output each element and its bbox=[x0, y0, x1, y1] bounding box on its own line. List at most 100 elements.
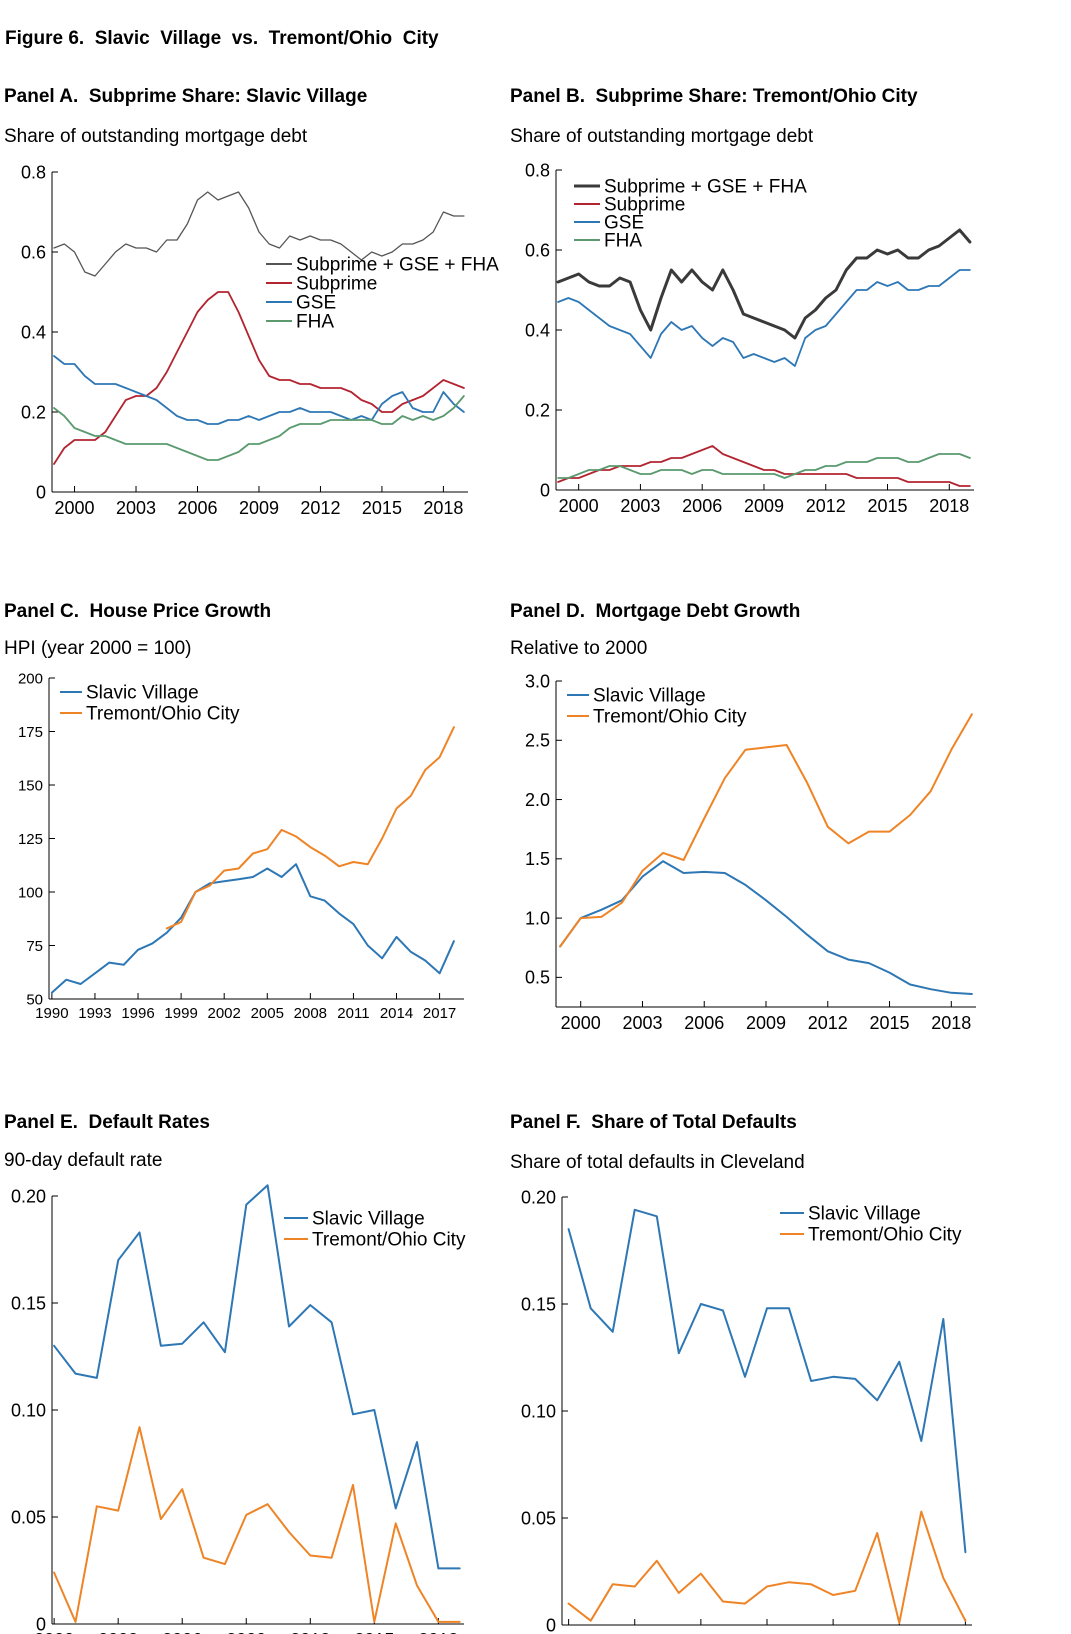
y-tick-label: 150 bbox=[18, 777, 43, 794]
panel-subtitle: HPI (year 2000 = 100) bbox=[4, 638, 192, 659]
y-tick-label: 0 bbox=[36, 482, 46, 502]
legend-label: Slavic Village bbox=[86, 683, 199, 704]
series-line-slavic-village bbox=[50, 863, 455, 994]
x-tick-label: 2003 bbox=[98, 1630, 138, 1634]
legend-label: GSE bbox=[296, 293, 336, 314]
x-tick-label: 2012 bbox=[300, 498, 340, 518]
y-tick-label: 0.4 bbox=[21, 322, 46, 342]
y-tick-label: 0.20 bbox=[11, 1186, 46, 1206]
y-tick-label: 2.5 bbox=[525, 731, 550, 751]
y-tick-label: 2.0 bbox=[525, 790, 550, 810]
panel-subtitle: Relative to 2000 bbox=[510, 638, 648, 659]
legend-label: Subprime bbox=[604, 195, 685, 216]
legend-label: Subprime + GSE + FHA bbox=[604, 177, 807, 198]
legend-label: Subprime + GSE + FHA bbox=[296, 255, 499, 276]
y-tick-label: 1.0 bbox=[525, 908, 550, 928]
panel-c: Panel C. House Price Growth HPI (year 20… bbox=[4, 601, 524, 1071]
y-tick-label: 3.0 bbox=[525, 671, 550, 691]
x-tick-label: 2018 bbox=[423, 498, 463, 518]
x-tick-label: 2000 bbox=[55, 498, 95, 518]
series-line-slavic-village bbox=[53, 1184, 461, 1570]
x-tick-label: 2006 bbox=[177, 498, 217, 518]
y-tick-label: 1.5 bbox=[525, 849, 550, 869]
y-tick-label: 0.15 bbox=[11, 1293, 46, 1313]
series-line-tremont-ohio-city bbox=[53, 1426, 461, 1623]
legend-label: GSE bbox=[604, 213, 644, 234]
panel-subtitle: Share of outstanding mortgage debt bbox=[510, 126, 814, 147]
series-line-tremont-ohio-city bbox=[567, 1510, 967, 1624]
x-tick-label: 2000 bbox=[561, 1013, 601, 1033]
x-tick-label: 2008 bbox=[294, 1005, 327, 1022]
panel-e: Panel E. Default Rates 90-day default ra… bbox=[4, 1112, 524, 1634]
series-line-subprime bbox=[53, 291, 465, 465]
x-tick-label: 2015 bbox=[354, 1630, 394, 1634]
x-tick-label: 2009 bbox=[746, 1013, 786, 1033]
panel-title: Panel E. Default Rates bbox=[4, 1112, 210, 1133]
legend-label: Tremont/Ohio City bbox=[86, 704, 240, 725]
x-tick-label: 2012 bbox=[808, 1013, 848, 1033]
x-tick-label: 2000 bbox=[559, 496, 599, 516]
x-tick-label: 2009 bbox=[226, 1630, 266, 1634]
legend-label: Tremont/Ohio City bbox=[593, 707, 747, 728]
legend-label: Slavic Village bbox=[593, 686, 706, 707]
panel-b: Panel B. Subprime Share: Tremont/Ohio Ci… bbox=[510, 86, 1030, 556]
series-line-slavic-village bbox=[567, 1208, 967, 1554]
panel-title: Panel B. Subprime Share: Tremont/Ohio Ci… bbox=[510, 86, 918, 107]
legend-label: FHA bbox=[604, 231, 642, 252]
series-line-tremont-ohio-city bbox=[559, 713, 973, 948]
x-tick-label: 2009 bbox=[239, 498, 279, 518]
y-tick-label: 50 bbox=[26, 991, 43, 1008]
y-tick-label: 0 bbox=[546, 1615, 556, 1634]
y-tick-label: 100 bbox=[18, 884, 43, 901]
chart-b: 0 0.2 0.4 0.6 0.8 2000 2003 2006 2009 2012 2015 201… bbox=[525, 160, 974, 516]
series-line-fha bbox=[557, 453, 971, 479]
y-tick-label: 0.15 bbox=[521, 1294, 556, 1314]
panel-subtitle: Share of outstanding mortgage debt bbox=[4, 126, 308, 147]
x-tick-label: 2014 bbox=[380, 1005, 413, 1022]
y-tick-label: 0.5 bbox=[525, 968, 550, 988]
series-line-tremont-ohio-city bbox=[165, 726, 455, 930]
y-tick-label: 0 bbox=[36, 1614, 46, 1634]
x-tick-label: 2005 bbox=[251, 1005, 284, 1022]
legend-label: Slavic Village bbox=[808, 1204, 921, 1225]
figure-title: Figure 6. Slavic Village vs. Tremont/Ohi… bbox=[5, 28, 439, 49]
y-tick-label: 125 bbox=[18, 831, 43, 848]
legend-label: FHA bbox=[296, 312, 334, 333]
x-tick-label: 2006 bbox=[684, 1013, 724, 1033]
legend-label: Tremont/Ohio City bbox=[808, 1225, 962, 1246]
panel-a: Panel A. Subprime Share: Slavic Village … bbox=[4, 86, 524, 556]
y-tick-label: 0.6 bbox=[21, 242, 46, 262]
y-tick-label: 0.8 bbox=[525, 160, 550, 180]
chart-a: 0 0.2 0.4 0.6 0.8 2000 2003 2006 2009 2012 2015 201… bbox=[21, 162, 499, 518]
x-tick-label: 2002 bbox=[208, 1005, 241, 1022]
x-tick-label: 2018 bbox=[418, 1630, 458, 1634]
y-tick-label: 200 bbox=[18, 670, 43, 687]
x-tick-label: 2003 bbox=[116, 498, 156, 518]
x-tick-label: 2006 bbox=[682, 496, 722, 516]
x-tick-label: 2017 bbox=[423, 1005, 456, 1022]
y-tick-label: 0.10 bbox=[521, 1401, 556, 1421]
y-tick-label: 0.05 bbox=[11, 1507, 46, 1527]
panel-subtitle: 90-day default rate bbox=[4, 1150, 163, 1171]
panel-title: Panel D. Mortgage Debt Growth bbox=[510, 601, 801, 622]
legend-label: Tremont/Ohio City bbox=[312, 1230, 466, 1251]
x-tick-label: 2015 bbox=[870, 1013, 910, 1033]
y-tick-label: 0.6 bbox=[525, 240, 550, 260]
chart-e: 0 0.05 0.10 0.15 0.20 2000 2003 2006 2009 2012 201… bbox=[11, 1184, 466, 1634]
x-tick-label: 2003 bbox=[620, 496, 660, 516]
x-tick-label: 2006 bbox=[162, 1630, 202, 1634]
series-line-gse bbox=[557, 269, 971, 367]
y-tick-label: 0.2 bbox=[525, 400, 550, 420]
y-tick-label: 0 bbox=[540, 480, 550, 500]
panel-title: Panel C. House Price Growth bbox=[4, 601, 272, 622]
series-line-subprime-gse-fha bbox=[53, 191, 465, 277]
x-tick-label: 1990 bbox=[35, 1005, 68, 1022]
x-tick-label: 1996 bbox=[121, 1005, 154, 1022]
panel-title: Panel A. Subprime Share: Slavic Village bbox=[4, 86, 368, 107]
x-tick-label: 1993 bbox=[78, 1005, 111, 1022]
x-tick-label: 2018 bbox=[931, 1013, 971, 1033]
series-line-gse bbox=[53, 355, 465, 425]
panel-subtitle: Share of total defaults in Cleveland bbox=[510, 1152, 805, 1173]
x-tick-label: 2015 bbox=[867, 496, 907, 516]
y-tick-label: 175 bbox=[18, 724, 43, 741]
